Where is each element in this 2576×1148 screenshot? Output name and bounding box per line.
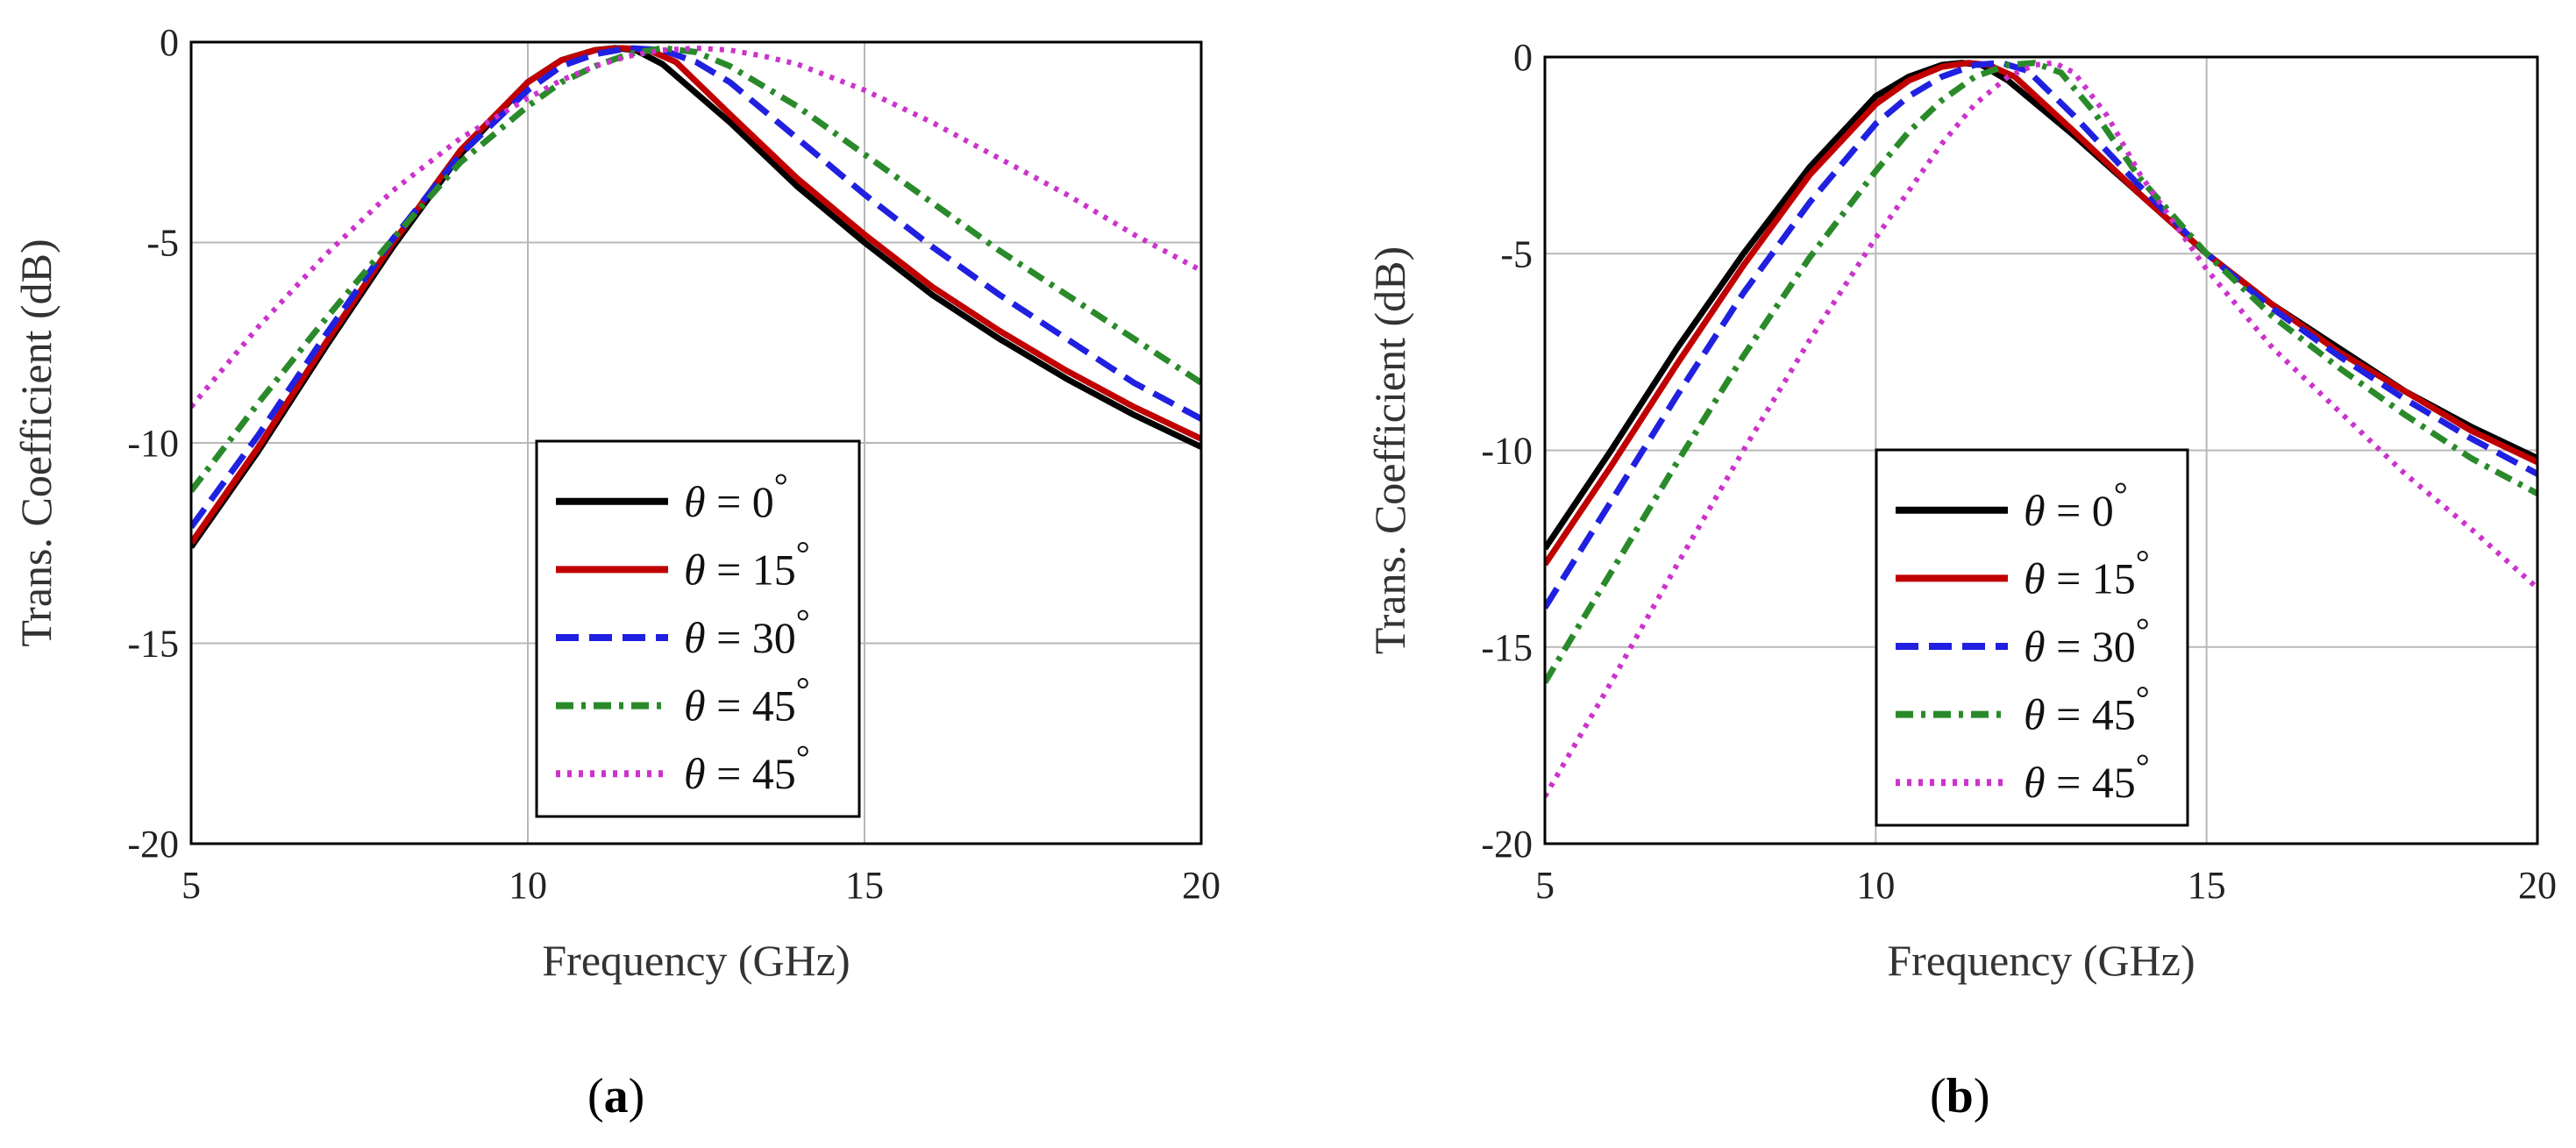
plot-frame <box>1543 55 2539 845</box>
series-line-4 <box>191 45 1201 409</box>
legend-label-2: θ = 30° <box>2024 610 2150 671</box>
x-tick-label: 20 <box>1182 864 1220 907</box>
x-tick-label: 20 <box>2518 864 2557 907</box>
x-tick-label: 5 <box>1535 864 1555 907</box>
series-line-3 <box>191 45 1201 493</box>
series-line-3 <box>1545 60 2537 684</box>
series-group <box>191 45 1201 549</box>
series-line-2 <box>191 45 1201 530</box>
legend-label-4: θ = 45° <box>684 738 810 798</box>
panel-caption-b: (b) <box>1930 1069 1990 1123</box>
x-tick-label: 5 <box>181 864 201 907</box>
legend-label-2: θ = 30° <box>684 602 810 662</box>
chart-panel-b: 5 10 15 20 0 -5 -10 -15 -20 Frequency (GHz) Trans.… <box>1365 36 2557 985</box>
x-tick-label: 10 <box>1856 864 1895 907</box>
y-tick-label: -5 <box>1500 232 1533 275</box>
panel-caption-a: (a) <box>587 1069 645 1123</box>
legend-label-3: θ = 45° <box>684 670 810 731</box>
y-tick-label: -15 <box>1481 626 1533 669</box>
x-tick-label: 15 <box>845 864 884 907</box>
panel-caption-a-letter: a <box>603 1069 629 1123</box>
y-axis-label: Trans. Coefficient (dB) <box>11 239 60 646</box>
x-tick-label: 15 <box>2188 864 2226 907</box>
legend-label-1: θ = 15° <box>2024 542 2150 603</box>
y-tick-label: -20 <box>1481 823 1533 866</box>
y-tick-label: 0 <box>1513 36 1533 79</box>
legend: θ = 0° θ = 15° θ = 30° θ = 45° θ = 45° <box>1875 448 2189 827</box>
chart-panel-a: 5 10 15 20 0 -5 -10 -15 -20 Frequency (GHz) Trans.… <box>11 21 1220 985</box>
y-axis-label: Trans. Coefficient (dB) <box>1365 246 1414 654</box>
y-tick-label: -20 <box>127 823 179 866</box>
x-tick-label: 10 <box>509 864 547 907</box>
legend-label-4: θ = 45° <box>2024 746 2150 807</box>
legend: θ = 0° θ = 15° θ = 30° θ = 45° θ = 45° <box>535 439 861 818</box>
legend-label-3: θ = 45° <box>2024 679 2150 739</box>
legend-label-1: θ = 15° <box>684 533 810 594</box>
x-axis-label: Frequency (GHz) <box>542 936 850 985</box>
legend-label-0: θ = 0° <box>2024 474 2128 535</box>
panel-caption-b-letter: b <box>1946 1069 1974 1123</box>
legend-label-0: θ = 0° <box>684 466 788 526</box>
series-group <box>1545 60 2537 798</box>
y-tick-label: -10 <box>1481 430 1533 473</box>
y-tick-label: 0 <box>160 21 179 64</box>
y-tick-label: -10 <box>127 422 179 465</box>
y-tick-label: -15 <box>127 623 179 666</box>
y-tick-label: -5 <box>146 222 179 265</box>
plot-frame <box>189 40 1203 845</box>
series-line-2 <box>1545 60 2537 610</box>
x-axis-label: Frequency (GHz) <box>1887 936 2195 985</box>
